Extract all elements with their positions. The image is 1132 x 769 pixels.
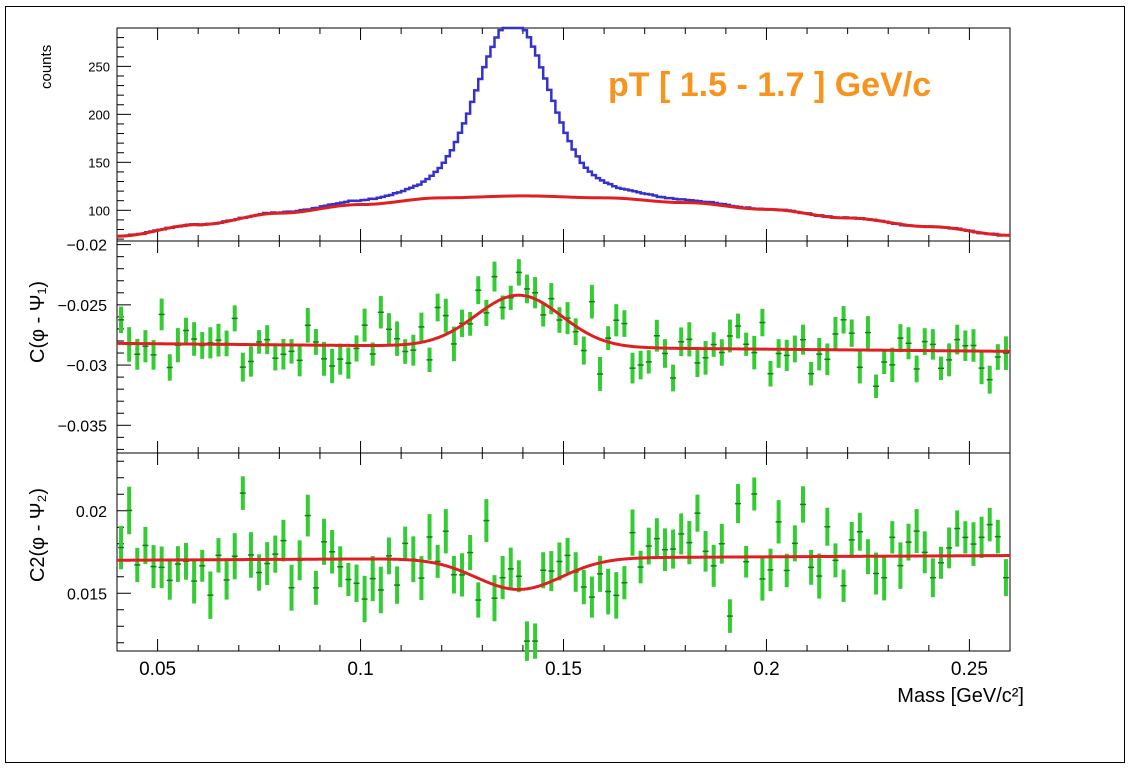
panel-bottom: 0.015 0.02 0.05 0.1 0.15 0.2 0.25 bbox=[67, 452, 1011, 680]
y-tick-label: 250 bbox=[88, 59, 110, 74]
fit-line bbox=[116, 554, 1011, 591]
x-tick-label: 0.25 bbox=[951, 659, 988, 680]
data-histogram bbox=[117, 26, 1010, 238]
y-tick-label: 150 bbox=[88, 155, 110, 170]
panel-top: 100 150 200 250 bbox=[88, 26, 1011, 242]
x-axis-label: Mass [GeV/c²] bbox=[897, 685, 1024, 707]
pt-bin-annotation: pT [ 1.5 - 1.7 ] GeV/c bbox=[608, 66, 931, 104]
bottom-ylabel: C2(φ - Ψ₂) bbox=[27, 488, 49, 582]
x-tick-label: 0.05 bbox=[139, 659, 176, 680]
y-tick-label: −0.02 bbox=[67, 238, 108, 255]
y-tick-label: −0.03 bbox=[67, 358, 108, 375]
top-ylabel: counts bbox=[38, 45, 55, 89]
x-tick-label: 0.1 bbox=[347, 659, 373, 680]
y-tick-label: 0.015 bbox=[67, 586, 107, 603]
fit-line bbox=[116, 293, 1011, 353]
canvas-frame bbox=[5, 6, 1125, 763]
y-tick-label: −0.035 bbox=[58, 418, 107, 435]
y-tick-label: 0.02 bbox=[76, 504, 107, 521]
y-tick-label: 100 bbox=[88, 203, 110, 218]
y-tick-label: 200 bbox=[88, 107, 110, 122]
middle-ylabel: C(φ - Ψ₁) bbox=[27, 281, 49, 363]
panel-middle: −0.02 −0.025 −0.03 −0.035 bbox=[58, 238, 1011, 454]
x-tick-label: 0.15 bbox=[545, 659, 582, 680]
plot-frame bbox=[116, 27, 1011, 242]
background-fit-line bbox=[116, 194, 1011, 238]
x-tick-label: 0.2 bbox=[753, 659, 779, 680]
y-tick-label: −0.025 bbox=[58, 298, 107, 315]
